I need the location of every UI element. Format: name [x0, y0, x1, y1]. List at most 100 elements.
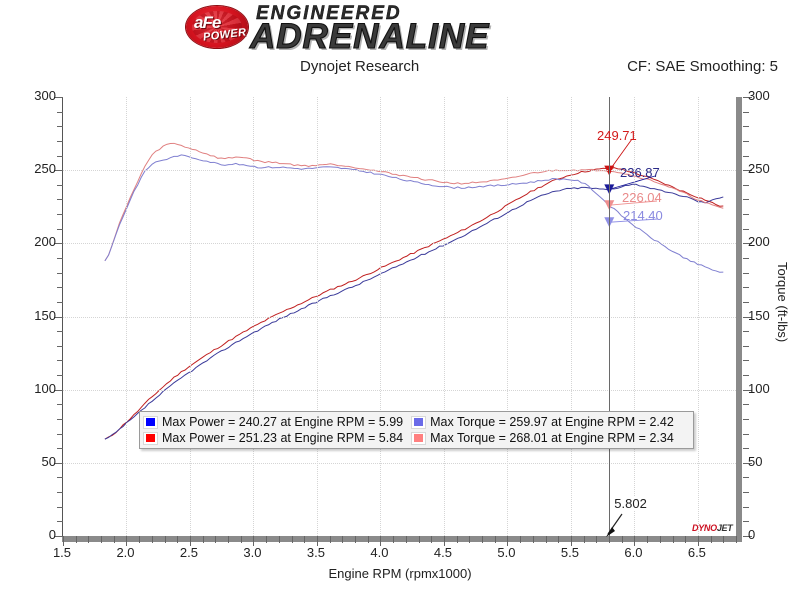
y2-axis-tick [743, 170, 752, 172]
y-axis-minor-tick [57, 506, 63, 508]
cursor-leader-line [609, 218, 659, 223]
y2-axis-minor-tick [743, 360, 749, 362]
y2-axis-minor-tick [743, 418, 749, 420]
legend-box: Max Power = 240.27 at Engine RPM = 5.99 … [139, 411, 694, 449]
y-axis-minor-tick [57, 228, 63, 230]
legend-item[interactable]: Max Torque = 259.97 at Engine RPM = 2.42 [411, 415, 693, 430]
dynojet-watermark: DYNOJET [692, 523, 733, 533]
curve-torque-afe [104, 142, 724, 262]
cursor-readout-torque-afe: 249.71 [597, 128, 637, 143]
watermark-part-a: DYNO [692, 523, 717, 533]
tagline-adrenaline: ADRENALINE [249, 16, 490, 56]
x-axis-minor-tick [431, 536, 433, 543]
legend-label: Max Torque = 259.97 at Engine RPM = 2.42 [430, 414, 674, 429]
y2-axis-minor-tick [743, 111, 749, 113]
y-axis-minor-tick [57, 272, 63, 274]
x-axis-minor-tick [520, 536, 522, 543]
x-axis-minor-tick [647, 536, 649, 543]
y2-axis-bar [736, 97, 742, 542]
y-axis-minor-tick [57, 521, 63, 523]
plot-area[interactable] [54, 97, 752, 546]
y-axis-minor-tick [57, 331, 63, 333]
legend-label: Max Power = 240.27 at Engine RPM = 5.99 [162, 414, 404, 429]
y2-axis-tick-label: 200 [748, 234, 770, 250]
y-axis-tick [54, 316, 63, 318]
x-axis-tick [253, 536, 255, 546]
y-axis-tick [54, 243, 63, 245]
cursor-line[interactable] [609, 97, 611, 536]
x-axis-minor-tick [710, 536, 712, 543]
y2-axis-tick [743, 536, 752, 537]
x-axis-tick [634, 536, 636, 546]
y2-axis-tick-label: 0 [748, 527, 756, 542]
x-axis-minor-tick [418, 536, 420, 543]
x-axis-minor-tick [583, 536, 585, 543]
x-axis-minor-tick [494, 536, 496, 543]
y2-axis-tick [743, 389, 752, 391]
y-axis-minor-tick [57, 287, 63, 289]
x-axis-tick-label: 1.5 [52, 545, 72, 560]
watermark-part-b: JET [716, 523, 733, 533]
chart-subheader: Dynojet Research CF: SAE Smoothing: 5 [0, 58, 800, 82]
x-axis-minor-tick [723, 536, 725, 543]
y2-axis-tick-label: 100 [748, 380, 770, 396]
y2-axis-minor-tick [743, 184, 749, 186]
cursor-readout-power-stock: 236.87 [620, 165, 660, 180]
x-axis-minor-tick [685, 536, 687, 543]
x-axis-tick [443, 536, 445, 546]
y-axis-tick-label: 250 [34, 161, 56, 177]
y2-axis-minor-tick [743, 492, 749, 494]
x-axis-minor-tick [151, 536, 153, 543]
x-axis-minor-tick [113, 536, 115, 543]
y-axis-tick-label: 0 [48, 527, 56, 542]
y2-axis-minor-tick [743, 272, 749, 274]
x-axis-minor-tick [469, 536, 471, 543]
y2-axis-minor-tick [743, 506, 749, 508]
cursor-leader-line [608, 138, 633, 171]
legend-column-power: Max Power = 240.27 at Engine RPM = 5.99 … [140, 412, 408, 448]
cursor-leader-line [609, 200, 658, 206]
legend-label: Max Torque = 268.01 at Engine RPM = 2.34 [430, 430, 674, 445]
legend-swatch-icon [143, 415, 158, 429]
cursor-pointer-arrow-icon [606, 513, 623, 537]
x-axis-tick-label: 4.5 [433, 545, 452, 560]
y2-axis-tick [743, 462, 752, 464]
x-axis-tick [697, 536, 699, 546]
y-axis-tick [54, 97, 63, 98]
x-axis-tick-label: 3.5 [306, 545, 325, 560]
y2-axis-minor-tick [743, 140, 749, 142]
x-axis-tick [189, 536, 191, 546]
x-axis-tick-label: 6.5 [687, 545, 706, 560]
legend-item[interactable]: Max Torque = 268.01 at Engine RPM = 2.34 [411, 431, 693, 446]
y2-axis-tick [743, 97, 752, 98]
legend-item[interactable]: Max Power = 240.27 at Engine RPM = 5.99 [143, 415, 408, 430]
x-axis-title: Engine RPM (rpmx1000) [328, 566, 472, 581]
afe-logo-text: aFe [194, 13, 221, 32]
x-axis-minor-tick [101, 536, 103, 543]
y2-axis-minor-tick [743, 287, 749, 289]
y-axis-minor-tick [57, 301, 63, 303]
legend-swatch-icon [411, 431, 427, 445]
x-axis-minor-tick [367, 536, 369, 543]
x-axis-minor-tick [355, 536, 357, 543]
y-axis-minor-tick [57, 155, 63, 157]
y-axis-minor-tick [57, 360, 63, 362]
y2-axis-minor-tick [743, 214, 749, 216]
correction-factor-label: CF: SAE Smoothing: 5 [627, 58, 778, 75]
y-axis-tick-label: 100 [34, 380, 56, 396]
cursor-rpm-label: 5.802 [613, 496, 648, 511]
x-axis-minor-tick [621, 536, 623, 543]
legend-label: Max Power = 251.23 at Engine RPM = 5.84 [162, 430, 404, 445]
y2-axis-tick [743, 243, 752, 245]
x-axis-minor-tick [609, 536, 611, 543]
y-axis-minor-tick [57, 492, 63, 494]
x-axis-minor-tick [596, 536, 598, 543]
x-axis-tick-label: 4.0 [370, 545, 389, 560]
x-axis-tick [570, 536, 572, 546]
x-axis-minor-tick [659, 536, 661, 543]
x-axis-minor-tick [456, 536, 458, 543]
y-axis-minor-tick [57, 404, 63, 406]
x-axis-tick [316, 536, 318, 546]
x-axis-minor-tick [304, 536, 306, 543]
legend-item[interactable]: Max Power = 251.23 at Engine RPM = 5.84 [143, 431, 408, 446]
